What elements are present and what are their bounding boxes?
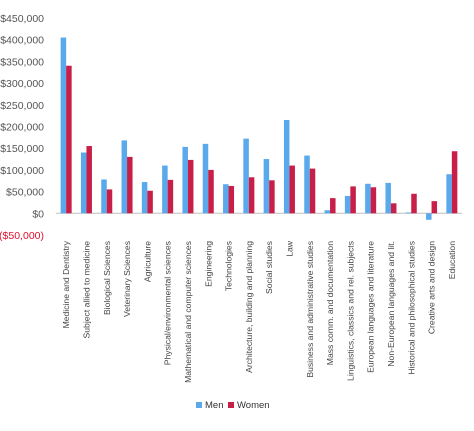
x-tick-label: Technologies	[224, 241, 234, 291]
x-tick-label: Physical/environmental sciences	[163, 241, 173, 365]
bar-women	[127, 156, 133, 214]
bar-men	[202, 143, 209, 214]
legend-swatch-women	[228, 402, 234, 408]
x-tick-label: Biological Sciences	[102, 241, 112, 315]
y-tick-label: ($50,000)	[0, 230, 44, 242]
bar-men	[344, 195, 351, 214]
bar-women	[228, 185, 235, 214]
x-tick-label: Mathematical and computer sciences	[183, 241, 193, 383]
y-tick-label: $0	[32, 208, 44, 220]
x-tick-label: Creative arts and design	[427, 241, 437, 334]
bar-men	[141, 182, 148, 214]
legend-label-women: Women	[237, 400, 270, 411]
bar-women	[86, 146, 92, 214]
bar-men	[60, 37, 67, 214]
x-tick-label: Architecture, building and planning	[244, 241, 254, 373]
x-tick-label: Veterinary Sciences	[122, 241, 132, 317]
legend-label-men: Men	[205, 400, 223, 411]
y-tick-label: $400,000	[0, 35, 44, 47]
x-tick-label: Agriculture	[142, 241, 152, 282]
bar-women	[451, 151, 458, 214]
y-tick-label: $450,000	[0, 13, 44, 25]
bar-men	[243, 138, 249, 214]
x-tick-label: Mass comm. and documentation	[325, 241, 335, 365]
bar-women	[289, 165, 295, 214]
x-axis-tick-labels: Medicine and Dentistry Subject allied to …	[61, 240, 457, 383]
x-tick-label: Engineering	[203, 241, 213, 287]
bar-women	[309, 168, 316, 214]
x-tick-label: Linguistics, classics and rel. subjects	[345, 241, 355, 381]
y-tick-label: $200,000	[0, 122, 44, 134]
bar-women	[187, 159, 194, 214]
bar-women	[147, 190, 153, 214]
bar-women	[370, 187, 377, 214]
x-tick-label: Historical and philosophical studies	[406, 241, 416, 375]
y-tick-label: $300,000	[0, 78, 44, 90]
y-tick-label: $250,000	[0, 100, 44, 112]
x-tick-label: European languages and literature	[366, 241, 376, 373]
bar-women	[66, 65, 72, 214]
bar-men	[101, 179, 107, 214]
legend: Men Women	[196, 400, 270, 411]
bar-men	[182, 146, 188, 214]
bar-men	[162, 165, 168, 214]
bar-women	[208, 169, 214, 214]
bar-men	[223, 184, 229, 214]
bar-women	[411, 193, 417, 214]
x-tick-label: Medicine and Dentistry	[61, 240, 71, 328]
x-tick-label: Non-European languages and lit.	[386, 241, 396, 367]
bar-men	[263, 159, 270, 214]
bar-men	[426, 213, 432, 220]
bar-women	[269, 180, 275, 214]
y-tick-label: $350,000	[0, 56, 44, 68]
y-tick-label: $50,000	[6, 187, 44, 199]
y-axis-tick-labels: $450,000 $400,000 $350,000 $300,000 $250,000…	[0, 13, 44, 242]
bar-men	[324, 210, 331, 214]
bar-men	[385, 182, 391, 214]
x-tick-label: Law	[284, 240, 294, 257]
bar-men	[80, 152, 87, 214]
y-tick-label: $100,000	[0, 165, 44, 177]
x-tick-label: Social studies	[264, 241, 274, 294]
bar-women	[431, 201, 438, 214]
bar-women	[167, 179, 174, 214]
y-tick-label: $150,000	[0, 143, 44, 155]
x-tick-label: Education	[447, 241, 457, 279]
bar-men	[365, 183, 371, 214]
x-tick-label: Subject allied to medicine	[81, 241, 91, 339]
legend-swatch-men	[196, 402, 202, 408]
bar-women	[248, 177, 255, 214]
bar-women	[350, 186, 356, 214]
bars-group	[60, 37, 458, 220]
bar-men	[405, 212, 412, 214]
bar-women	[330, 198, 336, 214]
bar-men	[121, 140, 128, 214]
bar-women	[106, 189, 113, 214]
bar-men	[446, 174, 452, 214]
bar-men	[283, 119, 290, 214]
bar-men	[304, 155, 310, 214]
x-tick-label: Business and administrative studies	[305, 241, 315, 378]
bar-women	[390, 203, 397, 214]
